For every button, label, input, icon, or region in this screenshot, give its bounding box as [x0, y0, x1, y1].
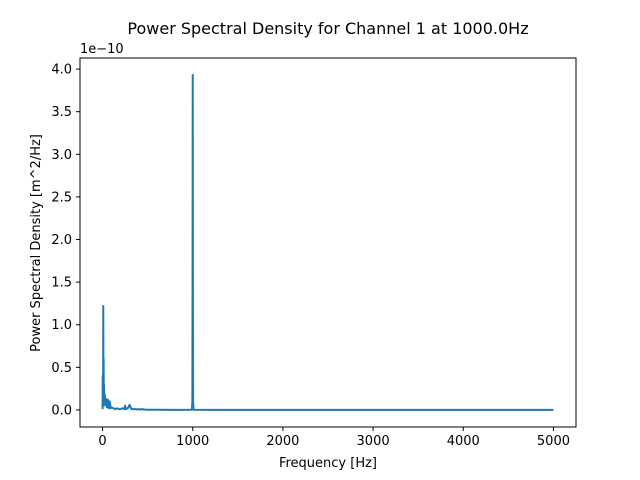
x-tick-label: 2000 [266, 434, 299, 449]
y-tick-label: 1.5 [51, 276, 72, 291]
x-tick-label: 3000 [357, 434, 390, 449]
plot-frame [79, 57, 577, 428]
x-tick-label: 4000 [447, 434, 480, 449]
y-tick-label: 2.5 [51, 190, 72, 205]
y-axis-label: Power Spectral Density [m^2/Hz] [29, 134, 44, 352]
y-tick-label: 3.5 [51, 105, 72, 120]
y-tick-label: 4.0 [51, 63, 72, 78]
y-tick-label: 3.0 [51, 148, 72, 163]
series-line-1 [101, 74, 554, 411]
y-tick-label: 0.5 [51, 361, 72, 376]
y-tick-label: 1.0 [51, 318, 72, 333]
y-tick-label: 0.0 [51, 403, 72, 418]
x-tick-label: 5000 [537, 434, 570, 449]
chart-title: Power Spectral Density for Channel 1 at … [127, 19, 528, 38]
y-axis-ticks: 0.0 0.5 1.0 1.5 2.0 2.5 3.0 3.5 4.0 [51, 63, 80, 418]
x-axis-label: Frequency [Hz] [279, 456, 377, 471]
y-tick-label: 2.0 [51, 233, 72, 248]
x-tick-label: 1000 [176, 434, 209, 449]
x-axis-ticks: 0 1000 2000 3000 4000 5000 [98, 427, 570, 449]
y-axis-offset-label: 1e−10 [80, 42, 124, 57]
series-layer [101, 74, 554, 411]
x-tick-label: 0 [98, 434, 106, 449]
